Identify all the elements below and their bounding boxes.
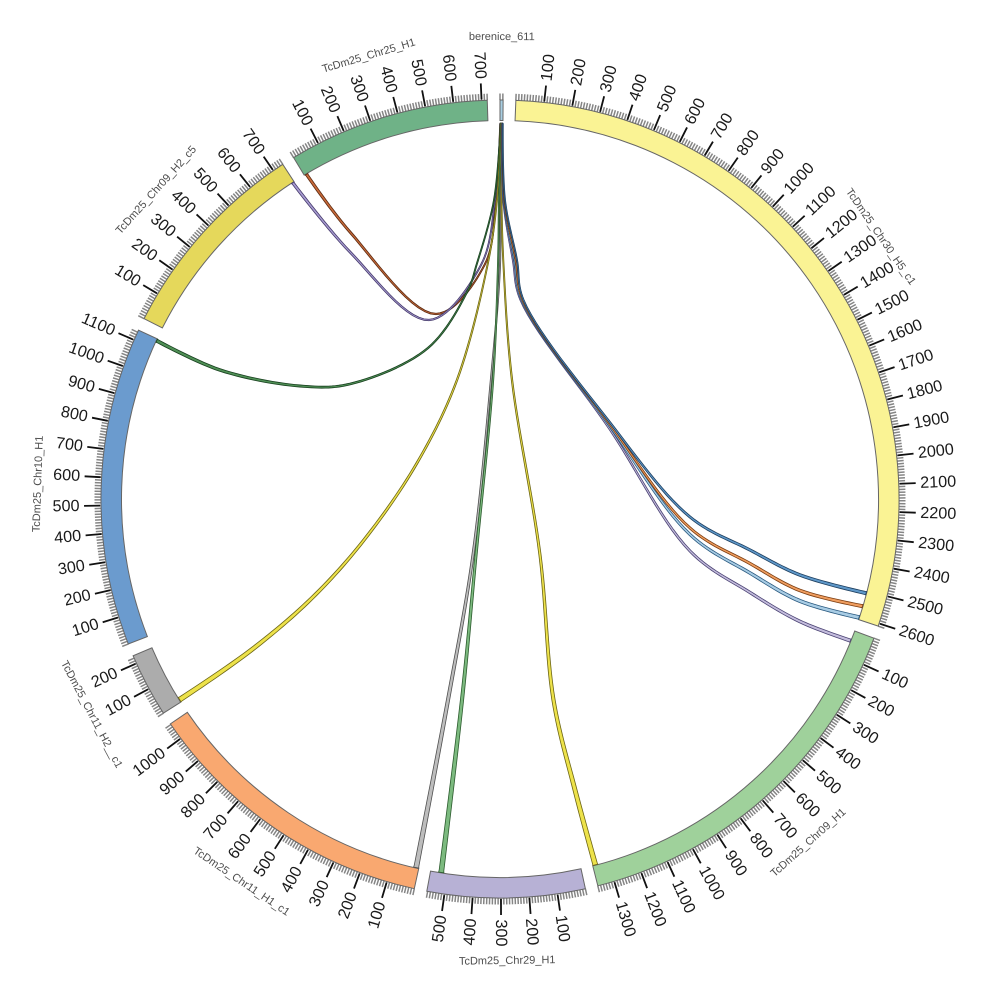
- svg-text:700: 700: [55, 434, 84, 455]
- svg-text:TcDm25_Chr29_H1: TcDm25_Chr29_H1: [459, 954, 556, 967]
- svg-text:800: 800: [59, 403, 89, 426]
- svg-text:2200: 2200: [920, 504, 957, 523]
- svg-text:berenice_611: berenice_611: [469, 31, 535, 43]
- svg-text:200: 200: [522, 918, 542, 946]
- svg-text:2300: 2300: [917, 534, 955, 556]
- svg-text:600: 600: [53, 466, 81, 485]
- svg-text:700: 700: [470, 52, 489, 80]
- svg-text:600: 600: [439, 54, 460, 83]
- svg-text:2400: 2400: [913, 563, 952, 587]
- svg-text:2100: 2100: [920, 473, 957, 492]
- svg-text:400: 400: [53, 527, 81, 547]
- svg-text:500: 500: [407, 58, 430, 88]
- svg-text:300: 300: [492, 919, 510, 946]
- svg-text:100: 100: [538, 53, 559, 82]
- svg-text:300: 300: [57, 557, 87, 579]
- svg-text:500: 500: [429, 914, 451, 943]
- svg-text:TcDm25_Chr10_H1: TcDm25_Chr10_H1: [31, 435, 46, 532]
- svg-text:100: 100: [552, 914, 574, 943]
- svg-text:400: 400: [460, 918, 480, 946]
- svg-text:200: 200: [62, 586, 92, 610]
- svg-text:200: 200: [567, 57, 590, 87]
- svg-text:500: 500: [52, 497, 79, 515]
- svg-text:2000: 2000: [917, 440, 955, 462]
